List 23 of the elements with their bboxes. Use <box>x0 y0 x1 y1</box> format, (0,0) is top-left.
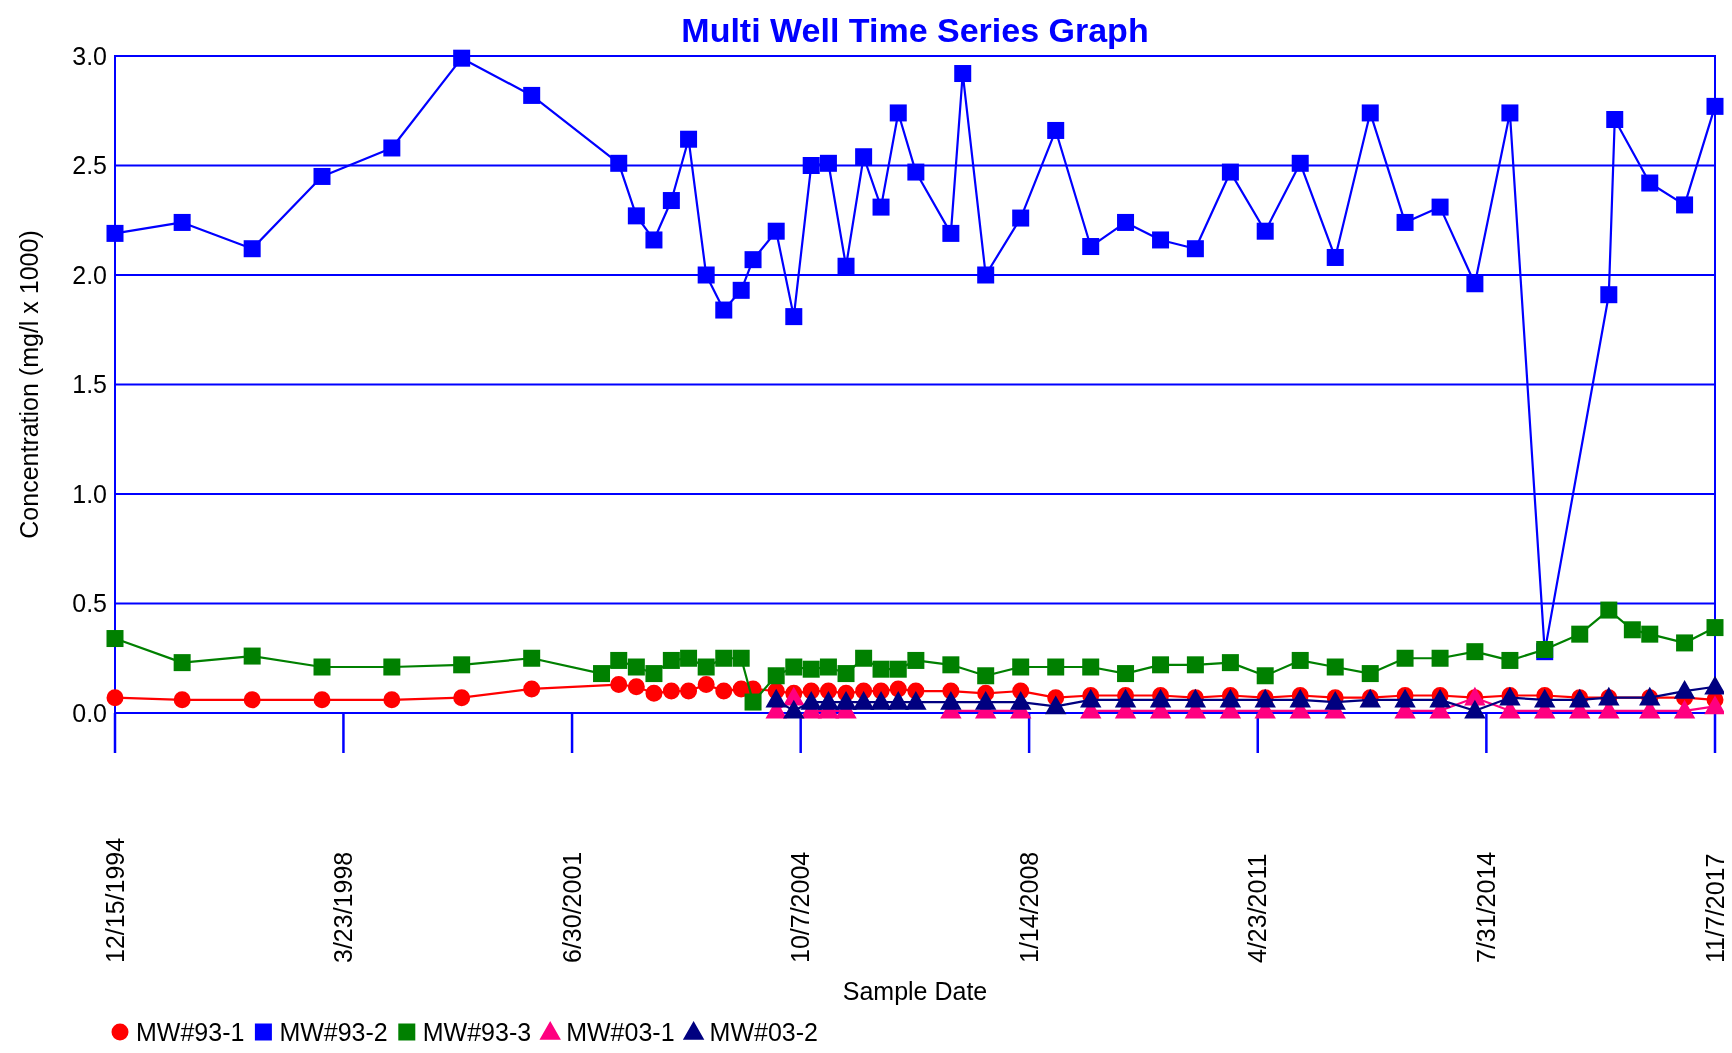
x-tick-label: 6/30/2001 <box>557 851 586 963</box>
y-tick-label: 1.0 <box>72 479 107 508</box>
legend-label: MW#93-2 <box>279 1017 388 1046</box>
legend-label: MW#93-1 <box>136 1017 245 1046</box>
y-tick-label: 1.5 <box>72 370 107 399</box>
y-tick-label: 0.5 <box>72 589 107 618</box>
y-tick-label: 3.0 <box>72 41 107 70</box>
y-tick-label: 0.0 <box>72 698 107 727</box>
x-tick-label: 3/23/1998 <box>329 851 358 963</box>
x-tick-label: 4/23/2011 <box>1243 853 1272 963</box>
x-axis-title: Sample Date <box>842 977 988 1005</box>
y-tick-label: 2.0 <box>72 260 107 289</box>
y-tick-label: 2.5 <box>72 151 107 180</box>
x-tick-label: 7/31/2014 <box>1472 851 1501 963</box>
legend-label: MW#03-2 <box>709 1017 818 1046</box>
x-tick-label: 1/14/2008 <box>1014 851 1043 963</box>
legend-label: MW#93-3 <box>422 1017 532 1046</box>
legend-label: MW#03-1 <box>566 1017 675 1046</box>
y-axis-title: Concentration (mg/l x 1000) <box>15 230 43 539</box>
x-tick-label: 11/7/2017 <box>1700 853 1729 963</box>
chart-title: Multi Well Time Series Graph <box>681 11 1149 49</box>
x-tick-label: 10/7/2004 <box>786 851 815 963</box>
x-tick-label: 12/15/1994 <box>100 837 129 963</box>
